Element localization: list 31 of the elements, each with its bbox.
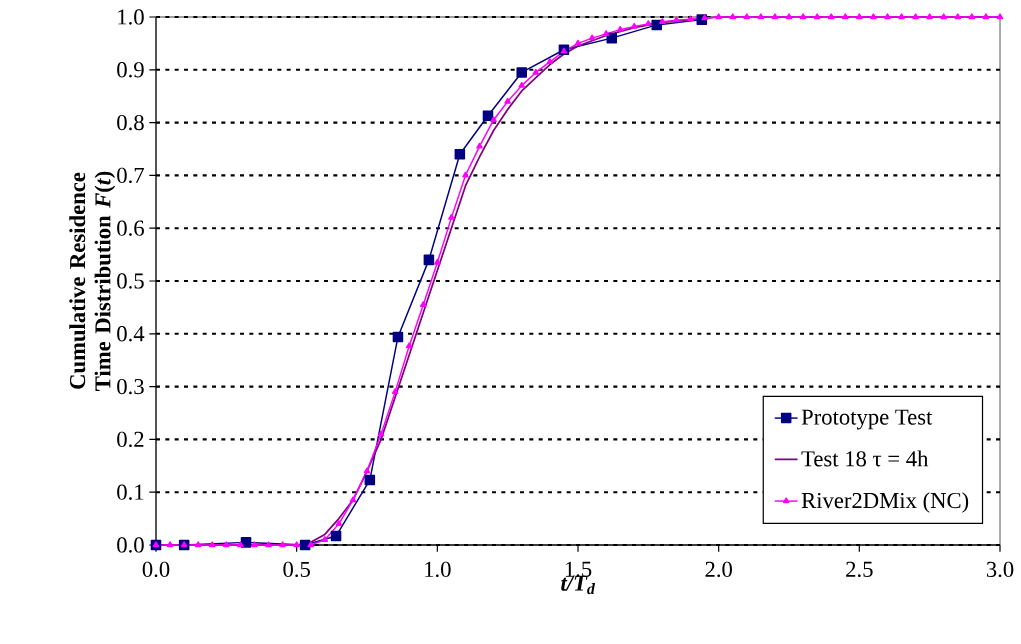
x-tick-label: 0.5 [283,561,310,578]
point [392,331,404,343]
point [516,67,528,78]
legend-label: Prototype Test [801,409,933,430]
point [240,537,252,548]
point [423,254,435,266]
y-tick-label: 0.3 [117,378,144,395]
y-tick-label: 0.4 [117,326,145,342]
legend-label: River2DMix (NC) [801,492,969,513]
legend-label: Test 18 τ = 4h [801,450,929,467]
point [330,530,342,542]
y-tick-label: 1.0 [118,9,144,25]
y-tick-label: 0.5 [117,273,144,289]
y-tick-label: 0.8 [117,114,144,131]
x-tick-label: 1.0 [425,561,451,578]
y-tick-label: 0.0 [117,537,144,553]
point [454,149,466,160]
x-tick-label: 1.5 [565,561,592,577]
y-tick-label: 0.7 [117,167,144,184]
y-tick-label: 0.6 [117,220,144,236]
y-tick-label: 0.9 [117,62,144,78]
x-tick-label: 0.0 [142,561,170,578]
point [606,32,618,44]
x-tick-label: 2.5 [846,561,873,578]
y-tick-label: 0.1 [117,484,144,500]
x-tick-label: 3.0 [986,561,1014,578]
y-tick-label: 0.2 [117,431,144,448]
point [364,474,376,486]
x-tick-label: 2.0 [705,561,732,578]
point [482,110,494,122]
x-axis-title: t/T$_{d}$ [561,575,596,595]
